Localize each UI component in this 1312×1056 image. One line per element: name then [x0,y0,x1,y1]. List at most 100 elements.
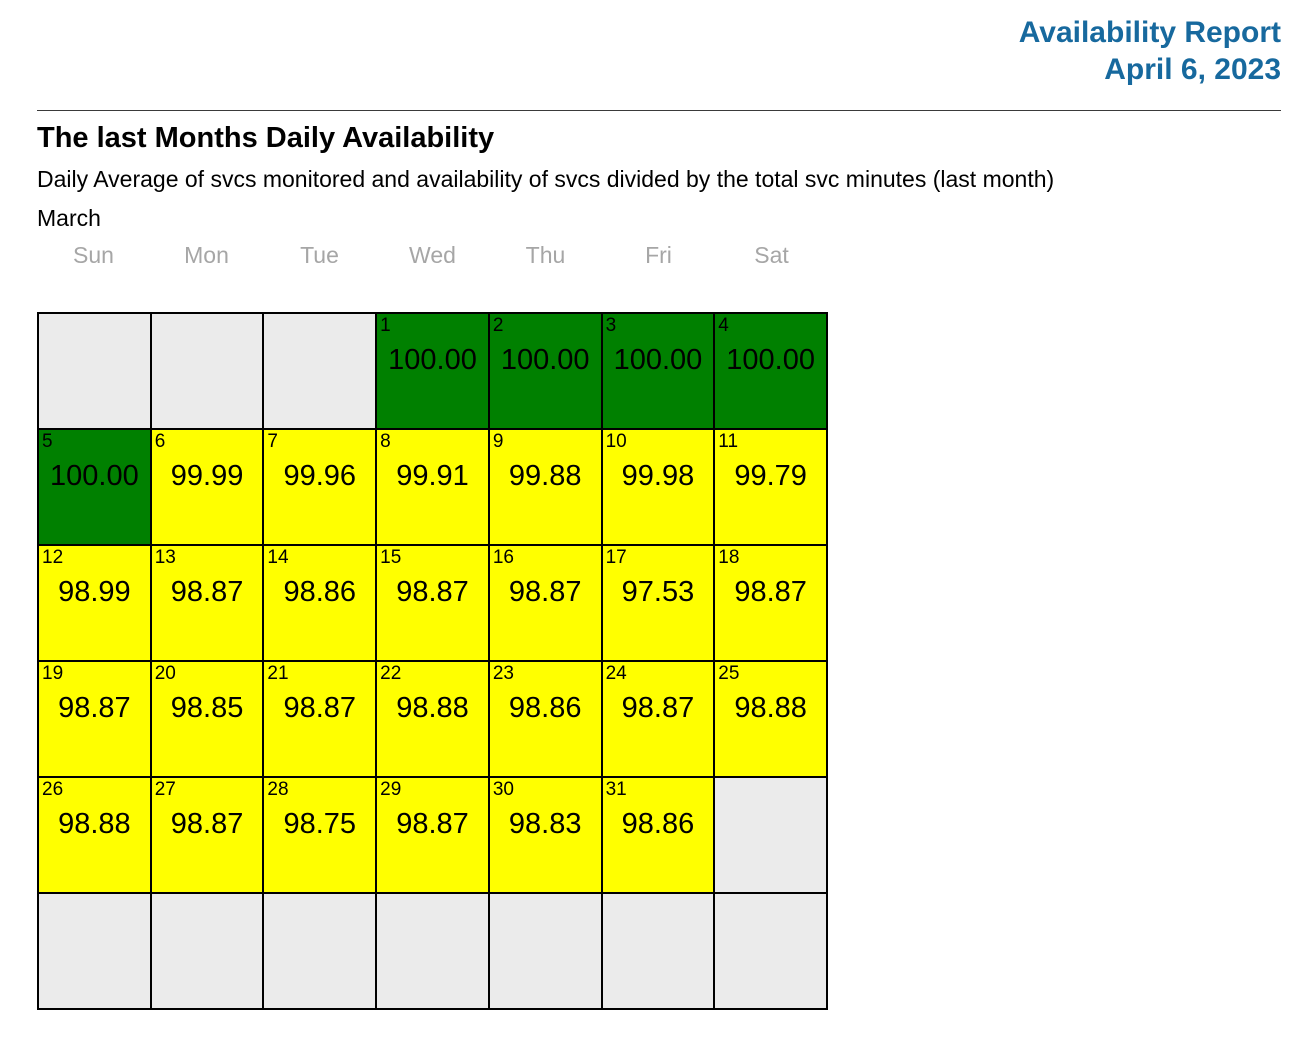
day-number: 2 [492,315,504,336]
calendar-day-30: 30 98.83 [489,778,601,892]
day-number: 14 [267,547,289,568]
calendar-day-2: 2 100.00 [489,314,601,428]
availability-value: 98.99 [58,576,131,608]
day-number: 13 [154,547,176,568]
calendar-empty-cell [264,314,376,428]
availability-value: 98.87 [734,576,807,608]
availability-value: 99.79 [734,460,807,492]
section-heading: The last Months Daily Availability [37,122,495,154]
day-number: 9 [492,431,504,452]
availability-value: 98.88 [396,692,469,724]
day-number: 1 [380,315,391,336]
calendar-empty-cell [39,314,150,428]
weekday-tue: Tue [300,242,339,268]
calendar-day-11: 11 99.79 [715,430,826,544]
calendar-day-20: 20 98.85 [151,662,263,776]
weekday-thu: Thu [525,242,566,268]
day-number: 31 [605,779,627,800]
calendar-empty-cell [151,894,263,1008]
report-date: April 6, 2023 [1104,53,1281,86]
calendar-empty-cell [264,894,376,1008]
availability-value: 98.86 [508,692,582,724]
day-number: 7 [267,431,278,452]
day-number: 15 [380,547,402,568]
calendar-day-8: 8 99.91 [377,430,488,544]
calendar-day-14: 14 98.86 [264,546,376,660]
day-number: 6 [154,431,166,452]
calendar-empty-cell [489,894,601,1008]
availability-value: 98.87 [396,576,469,608]
day-number: 28 [267,779,289,800]
weekday-sun: Sun [73,242,114,268]
report-page: Availability Report April 6, 2023 The la… [37,14,1281,1010]
availability-value: 98.88 [58,808,131,840]
day-number: 17 [605,547,627,568]
availability-value: 98.87 [621,692,695,724]
availability-value: 97.53 [621,576,695,608]
calendar-day-13: 13 98.87 [151,546,263,660]
calendar-day-21: 21 98.87 [264,662,376,776]
availability-value: 99.88 [508,460,582,492]
report-title: Availability Report [1018,16,1281,49]
day-number: 29 [380,779,402,800]
availability-value: 99.99 [170,460,244,492]
day-number: 22 [380,663,402,684]
availability-value: 98.87 [58,692,131,724]
calendar-day-27: 27 98.87 [151,778,263,892]
availability-value: 99.91 [396,460,469,492]
calendar-day-26: 26 98.88 [39,778,150,892]
day-number: 23 [492,663,514,684]
calendar-day-17: 17 97.53 [602,546,714,660]
availability-value: 98.83 [508,808,582,840]
availability-value: 98.88 [734,692,807,724]
day-number: 25 [718,663,740,684]
weekday-wed: Wed [409,242,456,268]
day-number: 26 [42,779,64,800]
calendar-day-10: 10 99.98 [602,430,714,544]
calendar-day-3: 3 100.00 [602,314,714,428]
calendar-day-12: 12 98.99 [39,546,150,660]
day-number: 24 [605,663,627,684]
day-number: 27 [154,779,176,800]
calendar-day-16: 16 98.87 [489,546,601,660]
weekday-header-row: Sun Mon Tue Wed Thu Fri Sat [37,241,828,269]
calendar-day-31: 31 98.86 [602,778,714,892]
availability-value: 98.87 [283,692,357,724]
calendar-day-22: 22 98.88 [377,662,488,776]
report-header: Availability Report April 6, 2023 [37,14,1281,88]
availability-value: 99.96 [283,460,357,492]
calendar-day-29: 29 98.87 [377,778,488,892]
calendar-day-18: 18 98.87 [715,546,826,660]
calendar-grid: 1 100.00 2 100.00 3 100.00 4 100.00 5 100.00 6 99.9… [37,312,828,1010]
day-number: 3 [605,315,617,336]
availability-value: 98.87 [508,576,582,608]
calendar-empty-cell [602,894,714,1008]
weekday-sat: Sat [754,242,789,268]
calendar-day-1: 1 100.00 [377,314,488,428]
day-number: 21 [267,663,289,684]
day-number: 8 [380,431,391,452]
calendar-empty-cell [377,894,488,1008]
availability-value: 98.87 [396,808,469,840]
weekday-fri: Fri [645,242,672,268]
availability-value: 100.00 [726,344,815,376]
calendar-day-6: 6 99.99 [151,430,263,544]
day-number: 19 [42,663,64,684]
calendar-day-9: 9 99.88 [489,430,601,544]
calendar-empty-cell [715,894,826,1008]
availability-value: 100.00 [613,344,703,376]
day-number: 18 [718,547,740,568]
availability-value: 100.00 [50,460,139,492]
calendar-day-23: 23 98.86 [489,662,601,776]
day-number: 20 [154,663,176,684]
availability-value: 98.85 [170,692,244,724]
day-number: 16 [492,547,514,568]
calendar-day-15: 15 98.87 [377,546,488,660]
month-label: March [37,205,101,231]
calendar-day-7: 7 99.96 [264,430,376,544]
availability-value: 100.00 [388,344,477,376]
weekday-mon: Mon [184,242,229,268]
calendar-empty-cell [715,778,826,892]
day-number: 30 [492,779,514,800]
day-number: 10 [605,431,627,452]
